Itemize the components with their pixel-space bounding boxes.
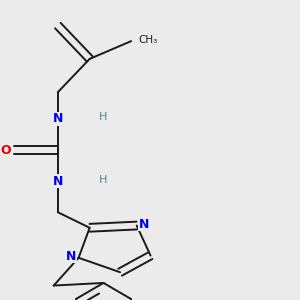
Text: N: N (52, 112, 63, 125)
Text: N: N (139, 218, 149, 231)
Text: N: N (52, 175, 63, 188)
Text: CH₃: CH₃ (138, 34, 157, 45)
Text: N: N (66, 250, 76, 263)
Text: O: O (1, 143, 11, 157)
Text: H: H (99, 112, 108, 122)
Text: H: H (99, 175, 108, 184)
